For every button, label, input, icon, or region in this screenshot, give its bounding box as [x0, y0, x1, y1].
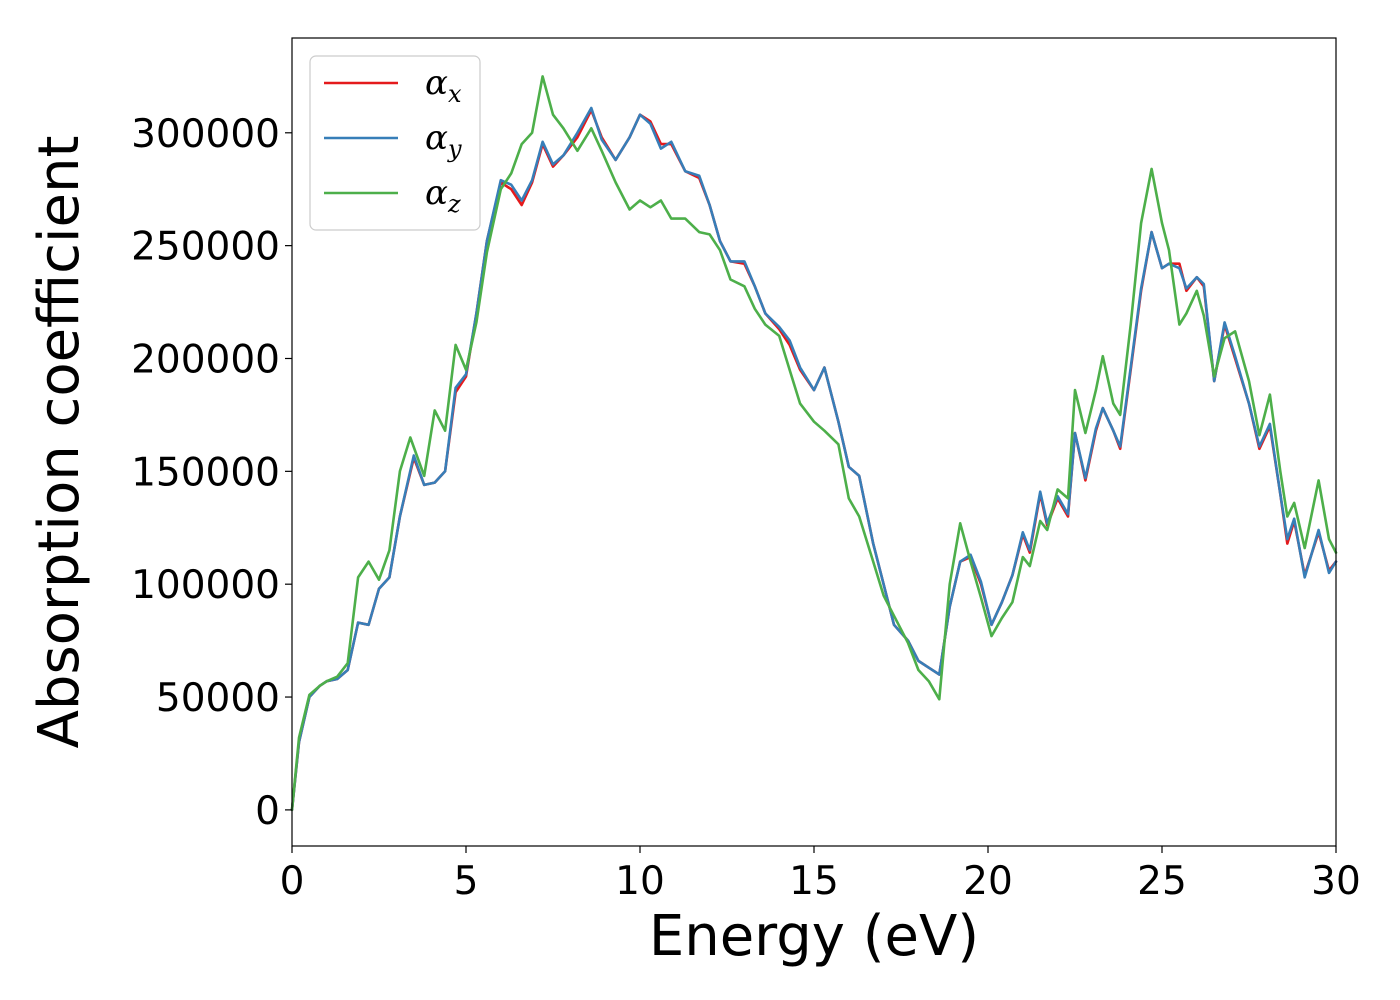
x-tick-label: 10: [615, 859, 665, 904]
y-axis-title: Absorption coefficient: [27, 136, 92, 749]
legend-label-alpha-y: αy: [425, 118, 462, 163]
x-tick-label: 25: [1137, 859, 1187, 904]
legend: αx αy αz: [309, 55, 481, 231]
x-tick-label: 5: [454, 859, 479, 904]
series-line-alpha-z: [290, 75, 1338, 812]
legend-box: [309, 55, 481, 231]
x-tick-label: 15: [789, 859, 839, 904]
x-tick-label: 0: [280, 859, 305, 904]
x-tick-label: 20: [963, 859, 1013, 904]
y-tick-label: 200000: [131, 337, 280, 382]
y-tick-label: 100000: [131, 563, 280, 608]
y-tick-label: 0: [255, 789, 280, 834]
x-tick-label: 30: [1311, 859, 1361, 904]
y-tick-label: 250000: [131, 225, 280, 270]
series-layer: [290, 75, 1338, 812]
y-tick-label: 150000: [131, 450, 280, 495]
y-tick-label: 50000: [156, 676, 280, 721]
x-axis-ticks: 0 5 10 15 20 25 30: [280, 846, 1361, 904]
y-axis-ticks: 0 50000 100000 150000 200000 250000 300000: [131, 112, 292, 834]
legend-label-alpha-x: αx: [425, 63, 462, 108]
x-axis-title: Energy (eV): [649, 904, 979, 969]
legend-label-alpha-z: αz: [425, 173, 461, 218]
y-tick-label: 300000: [131, 112, 280, 157]
series-line-alpha-y: [290, 106, 1338, 812]
